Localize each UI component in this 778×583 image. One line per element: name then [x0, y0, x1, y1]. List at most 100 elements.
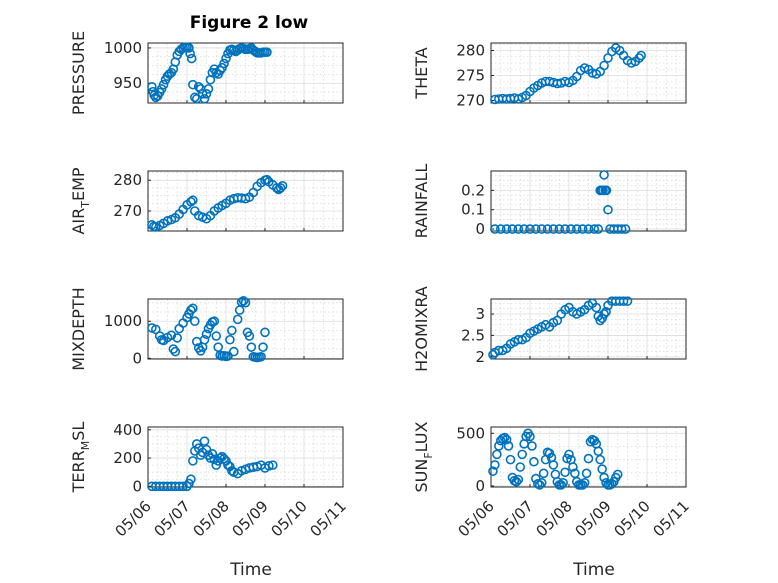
data-point	[542, 224, 553, 234]
data-point	[534, 480, 545, 490]
data-point	[618, 296, 629, 306]
data-point	[585, 436, 596, 447]
data-point	[620, 224, 631, 234]
data-point	[507, 224, 518, 234]
data-point	[490, 460, 500, 470]
data-point	[583, 453, 594, 464]
y-axis-label: THETA	[412, 47, 431, 99]
data-point	[593, 224, 604, 234]
data-point	[570, 468, 580, 479]
y-tick-label: 0.1	[461, 201, 485, 219]
data-point	[271, 183, 282, 193]
data-point	[238, 296, 249, 306]
data-point	[612, 469, 623, 480]
axes-frame	[490, 426, 687, 488]
data-point	[558, 477, 568, 488]
data-point	[577, 480, 588, 490]
data-point	[577, 224, 588, 234]
x-tick-label: 05/09	[572, 497, 615, 540]
data-point	[525, 431, 535, 442]
data-point	[525, 224, 535, 234]
data-point	[211, 331, 222, 341]
data-point	[583, 224, 594, 234]
data-point	[158, 79, 169, 90]
y-tick-label: 400	[113, 421, 142, 439]
plot-area	[148, 171, 343, 231]
x-tick-label: 05/11	[307, 497, 350, 540]
data-point	[599, 170, 609, 180]
x-tick-label: 05/09	[229, 497, 272, 540]
data-point	[149, 90, 160, 101]
data-point	[188, 456, 198, 466]
data-point	[636, 50, 646, 61]
data-point	[499, 432, 510, 443]
data-point	[492, 449, 502, 460]
data-point	[599, 60, 609, 71]
y-axis-label: H2OMIXRA	[412, 286, 431, 372]
x-tick-label: 05/08	[533, 497, 576, 540]
y-tick-label: 275	[456, 67, 485, 85]
data-point	[199, 334, 210, 345]
data-point	[186, 474, 196, 485]
data-point	[166, 330, 177, 341]
subplot-5: 0 1000 MIXDEPTH	[69, 287, 344, 371]
y-axis-label: PRESSURE	[69, 31, 88, 115]
data-point	[513, 224, 524, 234]
y-tick-label: 3	[475, 305, 485, 323]
y-tick-label: 280	[113, 171, 142, 189]
axes-frame	[490, 42, 687, 104]
data-point	[186, 196, 196, 207]
y-tick-label: 0	[475, 477, 485, 495]
data-point	[229, 346, 239, 357]
y-tick-label: 2	[475, 348, 485, 366]
data-point	[603, 204, 613, 215]
data-point	[548, 224, 559, 234]
x-tick-label: 05/08	[190, 497, 233, 540]
x-axis-label-right: Time	[572, 560, 615, 580]
data-point	[554, 224, 565, 234]
data-point	[529, 456, 539, 467]
data-point	[188, 79, 198, 90]
data-point	[599, 309, 609, 319]
y-tick-label: 280	[456, 42, 485, 60]
data-point	[527, 441, 537, 451]
subplot-1: 950 1000 PRESSURE	[69, 31, 344, 115]
y-tick-label: 270	[456, 92, 485, 110]
data-point	[188, 303, 198, 314]
x-axis-label-left: Time	[229, 560, 272, 580]
data-point	[601, 307, 611, 317]
subplot-6: 2 2.5 3 H2OMIXRA	[412, 286, 687, 372]
data-point	[168, 344, 179, 354]
data-point	[560, 224, 570, 234]
data-point	[501, 224, 512, 234]
data-point	[244, 331, 255, 341]
data-point	[277, 180, 288, 191]
x-tick-label: 05/07	[494, 497, 537, 540]
data-point	[581, 468, 592, 479]
data-point	[568, 462, 578, 472]
data-point	[262, 47, 272, 57]
data-point	[221, 53, 231, 64]
y-tick-label: 950	[113, 74, 142, 92]
data-point	[190, 316, 200, 327]
data-point	[493, 441, 504, 451]
data-point	[560, 467, 570, 478]
data-point	[616, 224, 627, 234]
y-axis-label: TERRMSL	[69, 422, 92, 494]
y-tick-label: 0	[132, 477, 142, 495]
data-point	[225, 334, 235, 345]
data-point	[147, 81, 157, 92]
subplot-4: 00.1 0.2 RAINFALL	[412, 164, 687, 238]
data-point	[264, 461, 274, 471]
data-point	[223, 351, 233, 361]
data-point	[597, 464, 607, 474]
data-point	[240, 297, 251, 308]
x-tick-label: 05/06	[112, 497, 155, 540]
data-point	[579, 477, 590, 488]
data-point	[197, 89, 208, 99]
axes-frame	[490, 170, 687, 232]
data-point	[515, 462, 526, 472]
